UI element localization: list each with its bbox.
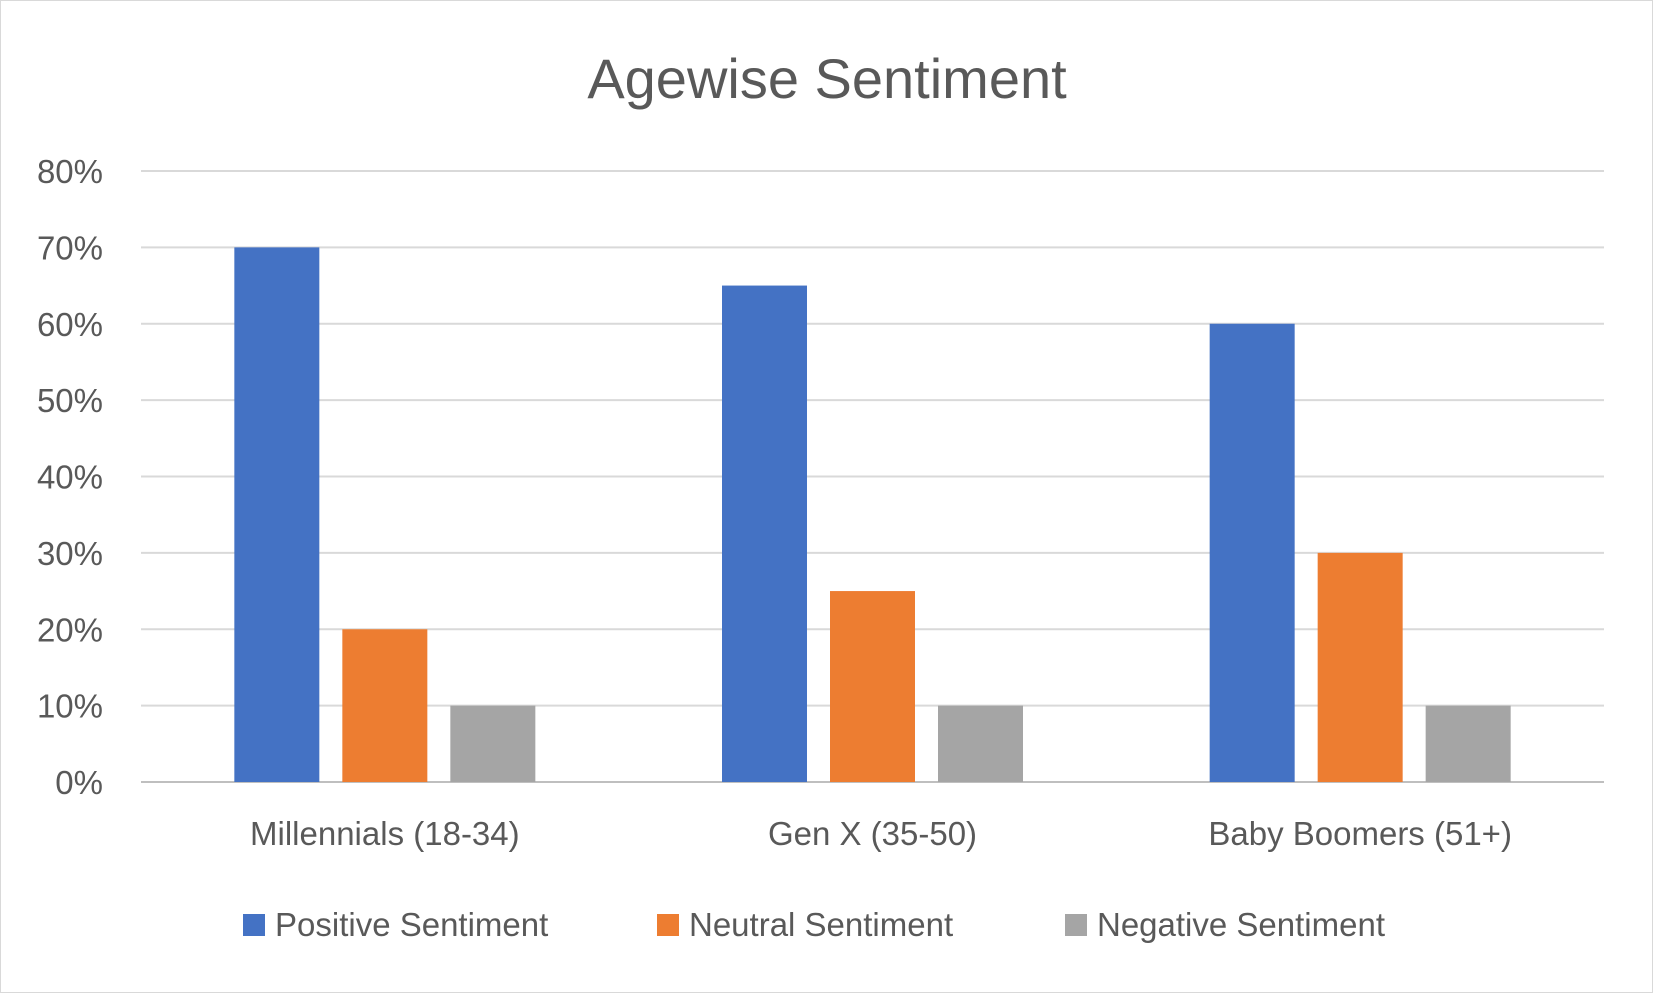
legend: Positive Sentiment Neutral Sentiment Negat… [243, 906, 1385, 943]
x-axis-categories: Millennials (18-34) Gen X (35-50) Baby Boo… [250, 815, 1512, 852]
legend-label: Neutral Sentiment [689, 906, 953, 943]
y-tick-label: 30% [37, 535, 103, 572]
y-tick-label: 20% [37, 611, 103, 648]
bar-negative-sentiment-2 [938, 705, 1023, 782]
bar-negative-sentiment-1 [450, 705, 536, 782]
y-axis-ticks: 0% 10% 20% 30% 40% 50% 60% 70% 80% [37, 153, 103, 801]
y-tick-label: 40% [37, 459, 103, 496]
bar-negative-sentiment-3 [1425, 705, 1511, 782]
x-category-label: Millennials (18-34) [250, 815, 520, 852]
x-category-label: Gen X (35-50) [768, 815, 977, 852]
y-tick-label: 0% [55, 764, 103, 801]
bar-neutral-sentiment-3 [1317, 552, 1403, 782]
legend-label: Negative Sentiment [1097, 906, 1385, 943]
bar-positive-sentiment-2 [722, 285, 807, 782]
legend-swatch [657, 914, 679, 936]
bar-neutral-sentiment-2 [830, 591, 915, 782]
y-tick-label: 70% [37, 229, 103, 266]
bar-positive-sentiment-1 [234, 247, 320, 782]
legend-swatch [1065, 914, 1087, 936]
y-tick-label: 50% [37, 382, 103, 419]
chart-title: Agewise Sentiment [587, 47, 1067, 110]
bar-neutral-sentiment-1 [342, 629, 428, 782]
bar-positive-sentiment-3 [1209, 323, 1295, 782]
bars [234, 247, 1511, 782]
legend-label: Positive Sentiment [275, 906, 548, 943]
legend-swatch [243, 914, 265, 936]
y-tick-label: 10% [37, 688, 103, 725]
y-tick-label: 60% [37, 306, 103, 343]
x-category-label: Baby Boomers (51+) [1208, 815, 1512, 852]
y-tick-label: 80% [37, 153, 103, 190]
